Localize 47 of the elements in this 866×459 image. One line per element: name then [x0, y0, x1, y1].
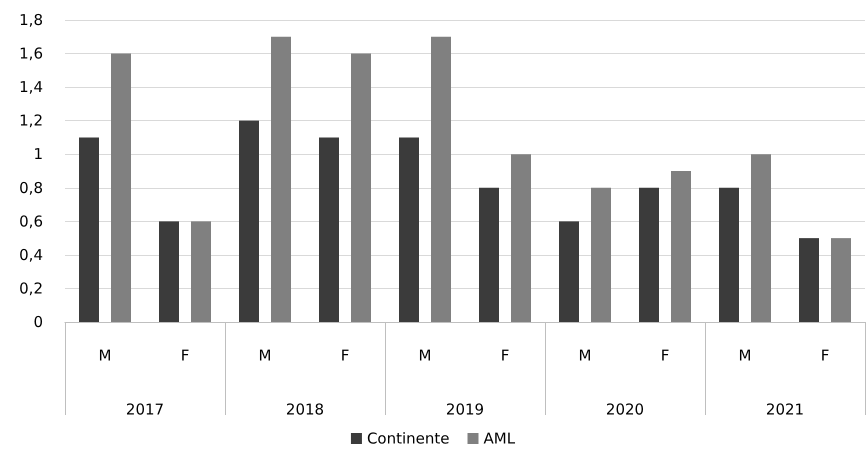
text: 2020 [606, 400, 644, 418]
bar [431, 36, 451, 322]
text: 2021 [766, 400, 804, 418]
bar [799, 238, 819, 322]
x-tick-label: F [180, 346, 190, 364]
text: 2017 [126, 400, 164, 418]
text: 2018 [286, 400, 324, 418]
bar [479, 188, 499, 322]
x-tick-label: M [258, 346, 272, 364]
y-tick-label: 1,2 [19, 112, 43, 130]
legend-label: Continente [366, 430, 450, 448]
bar [591, 188, 611, 322]
bar [191, 221, 211, 322]
bar [671, 171, 691, 322]
bar [511, 154, 531, 322]
x-tick-label: M [418, 346, 432, 364]
y-tick-label: 1,4 [19, 78, 43, 96]
bar [559, 221, 579, 322]
x-tick-label: F [340, 346, 350, 364]
bar [831, 238, 851, 322]
y-tick-label: 1 [33, 145, 43, 164]
bar [399, 137, 419, 322]
y-tick-label: 0,8 [19, 178, 43, 197]
y-tick-label: 1,6 [19, 44, 43, 63]
y-tick-label: 0,4 [19, 246, 43, 264]
bar [751, 154, 771, 322]
bar [639, 188, 659, 322]
x-tick-label: M [738, 346, 752, 364]
text: 2019 [446, 400, 484, 418]
legend-label: AML [484, 430, 516, 448]
bar [271, 36, 291, 322]
bar [351, 54, 371, 322]
y-tick-label: 1,8 [19, 11, 43, 29]
bar [719, 188, 739, 322]
y-tick-label: 0 [33, 313, 43, 331]
x-tick-label: F [500, 346, 510, 364]
bar [79, 137, 99, 322]
x-tick-label: F [820, 346, 830, 364]
bar [319, 137, 339, 322]
y-tick-label: 0,6 [19, 212, 43, 230]
x-tick-label: M [578, 346, 592, 364]
x-tick-label: M [98, 346, 112, 364]
y-tick-label: 0,2 [19, 279, 43, 298]
bar [159, 221, 179, 322]
bar [239, 120, 259, 322]
bar [111, 54, 131, 322]
x-tick-label: F [660, 346, 670, 364]
